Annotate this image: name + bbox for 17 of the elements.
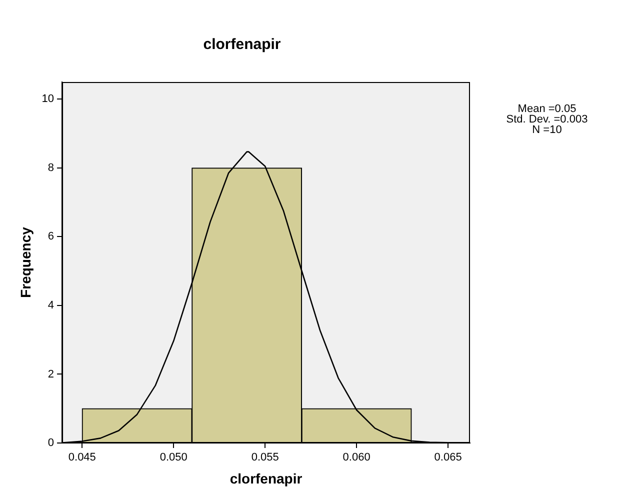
y-tick-label: 8 (48, 162, 54, 174)
text: N =10 (532, 124, 562, 136)
text: Mean =0.05 (518, 103, 576, 116)
y-tick-label: 10 (42, 93, 54, 106)
x-tick-label: 0.060 (342, 452, 370, 464)
x-axis-title: clorfenapir (230, 470, 303, 486)
x-tick-label: 0.045 (68, 452, 96, 464)
x-tick-label: 0.065 (434, 452, 462, 464)
x-tick-label: 0.055 (251, 452, 279, 464)
text: Std. Dev. =0.003 (506, 114, 588, 126)
y-tick-label: 4 (48, 300, 54, 312)
y-tick-label: 2 (48, 368, 54, 380)
y-axis-title: Frequency (17, 226, 34, 298)
y-tick-label: 6 (48, 230, 54, 243)
chart-title: clorfenapir (203, 36, 281, 54)
x-tick-label: 0.050 (160, 452, 188, 464)
y-tick-label: 0 (48, 437, 54, 450)
